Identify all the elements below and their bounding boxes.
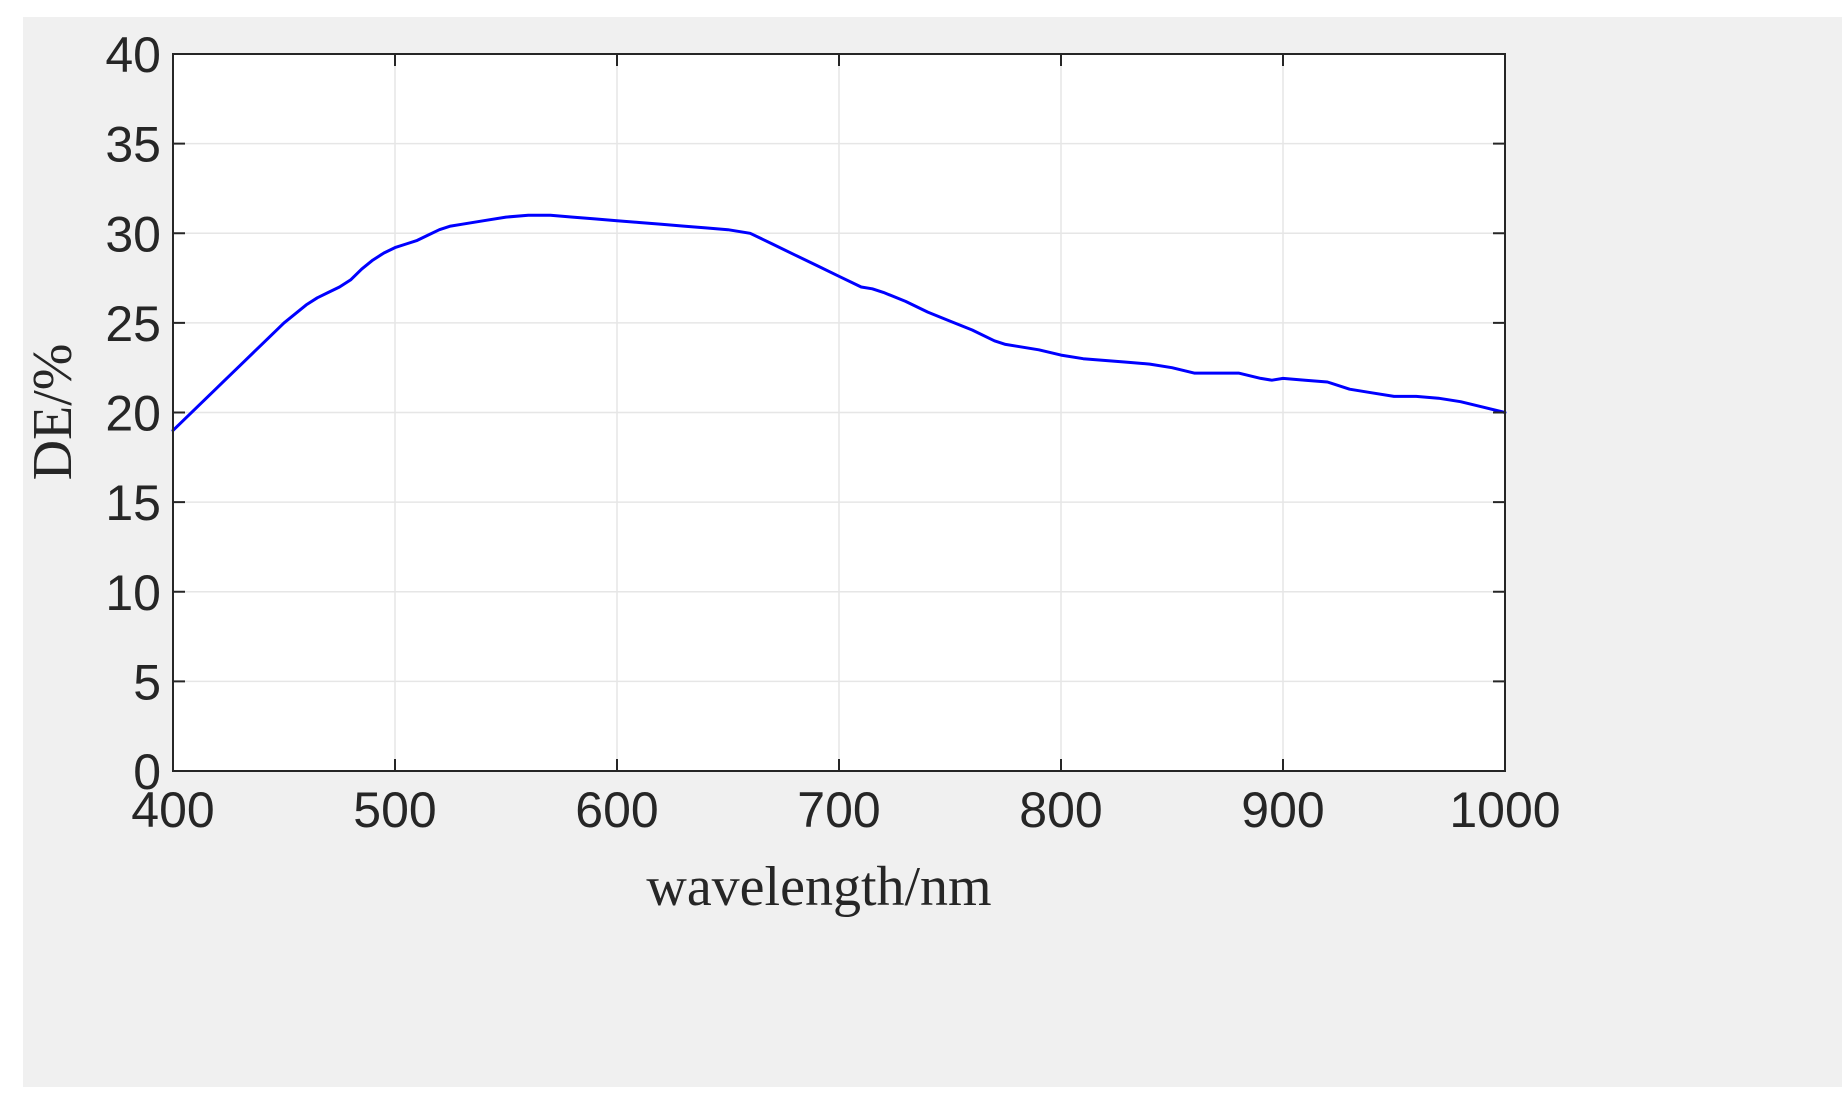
grid-lines xyxy=(173,54,1505,771)
y-tick-label: 40 xyxy=(105,27,161,83)
line-chart: 400 500 600 700 800 900 1000 0510152025303540 … xyxy=(23,27,1561,918)
y-tick-label: 35 xyxy=(105,117,161,173)
x-tick-labels: 400 500 600 700 800 900 1000 xyxy=(131,782,1560,838)
series-layer xyxy=(171,213,1507,432)
x-tick-label: 900 xyxy=(1241,782,1324,838)
y-tick-label: 25 xyxy=(105,296,161,352)
y-tick-label: 15 xyxy=(105,475,161,531)
ticks xyxy=(172,53,1506,772)
y-tick-labels: 0 5 10 15 20 25 30 35 40 xyxy=(105,27,161,800)
figure-background: 400 500 600 700 800 900 1000 0 5 10 15 20 25 30 35 40 … xyxy=(23,17,1842,1087)
x-tick-label: 600 xyxy=(575,782,658,838)
y-tick-label: 30 xyxy=(105,206,161,262)
y-tick-label: 5 xyxy=(133,654,161,710)
x-tick-label: 400 xyxy=(131,782,214,838)
y-tick-label: 0 xyxy=(133,744,161,800)
y-axis-title: DE/% xyxy=(23,344,84,481)
x-tick-label: 500 xyxy=(353,782,436,838)
y-tick-label: 10 xyxy=(105,565,161,621)
x-tick-label: 800 xyxy=(1019,782,1102,838)
x-axis-title: wavelength/nm xyxy=(646,856,991,918)
x-tick-label: 700 xyxy=(797,782,880,838)
x-tick-label: 1000 xyxy=(1449,782,1560,838)
series-line xyxy=(171,213,1507,432)
y-tick-label: 20 xyxy=(105,386,161,442)
